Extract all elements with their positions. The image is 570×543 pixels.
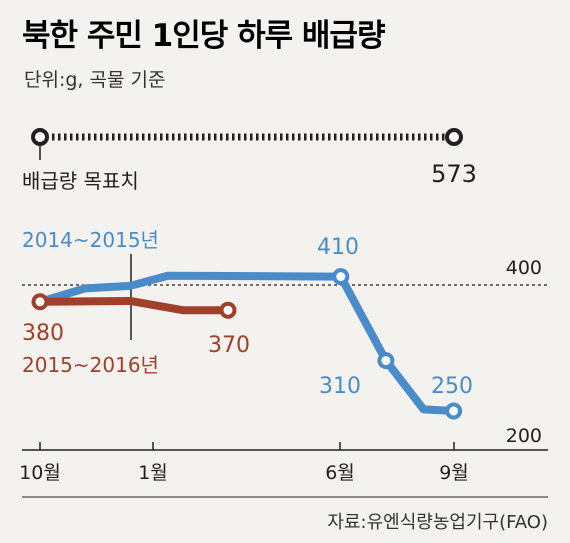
x-tick-label-jan: 1월 [138, 462, 168, 484]
data-point-marker [219, 301, 237, 319]
target-start-marker [31, 128, 49, 146]
chart-subtitle: 단위:g, 곡물 기준 [24, 69, 165, 91]
target-value-label: 573 [431, 160, 477, 188]
series-line-0 [36, 271, 458, 415]
point-label-250: 250 [431, 374, 473, 399]
x-tick-label-sep: 9월 [439, 462, 469, 484]
point-label-310: 310 [319, 374, 361, 399]
x-tick-label-jun: 6월 [325, 462, 355, 484]
chart-title: 북한 주민 1인당 하루 배급량 [22, 18, 385, 54]
y-tick-label-400: 400 [506, 257, 542, 279]
data-point-marker [377, 352, 395, 370]
data-point-marker [332, 268, 350, 286]
plot-area [22, 268, 548, 451]
point-label-370: 370 [208, 333, 250, 358]
target-label: 배급량 목표치 [22, 169, 139, 193]
series-line-1 [36, 296, 232, 315]
series-label-2014: 2014~2015년 [22, 228, 159, 252]
series-label-2015: 2015~2016년 [22, 353, 159, 377]
target-end-marker [445, 128, 463, 146]
data-point-marker [31, 293, 49, 311]
point-label-380: 380 [22, 321, 64, 346]
y-tick-label-200: 200 [506, 425, 542, 447]
point-label-410: 410 [317, 235, 359, 260]
source-text: 자료:유엔식량농업기구(FAO) [327, 512, 548, 533]
data-point-marker [445, 402, 463, 420]
x-tick-label-oct: 10월 [19, 462, 61, 484]
